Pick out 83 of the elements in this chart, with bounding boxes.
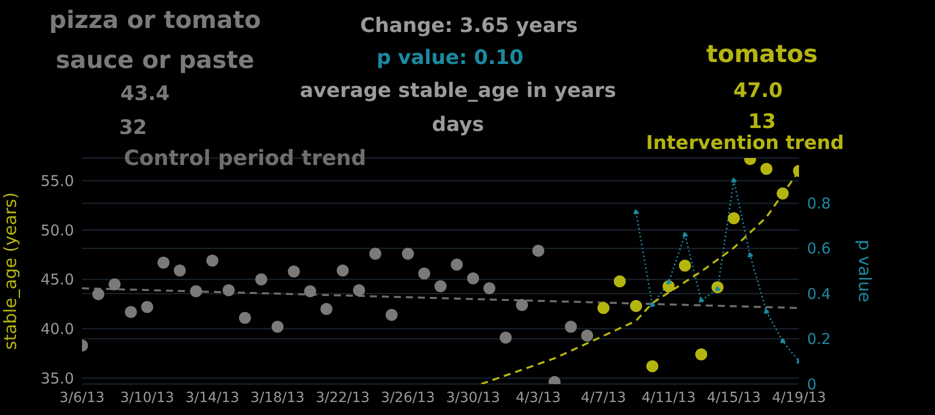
text: Control period trend (124, 146, 366, 170)
point (564, 320, 577, 333)
point (500, 332, 512, 344)
x-tick-label: 4/3/13 (516, 390, 561, 406)
point (402, 248, 414, 260)
point (666, 280, 672, 286)
x-tick-label: 4/15/13 (706, 390, 761, 406)
point (304, 285, 316, 298)
text: average stable_age in years (300, 78, 616, 102)
text: pizza or tomato sauce or paste (48, 5, 262, 76)
x-tick-label: 4/7/13 (580, 390, 626, 406)
point (764, 308, 770, 314)
point (698, 298, 704, 304)
point (174, 264, 186, 277)
y-axis-title: stable_age (years) (1, 192, 22, 350)
text: 47.0 (733, 78, 783, 102)
point (222, 284, 235, 296)
point (731, 178, 737, 184)
x-tick-label: 3/22/13 (316, 390, 370, 406)
point (633, 209, 639, 215)
point (190, 285, 202, 298)
point (320, 302, 332, 315)
point (614, 275, 626, 288)
y2-tick-label: 0.6 (807, 240, 831, 258)
text: Change: 3.65 years (360, 13, 578, 37)
text: p value: 0.10 (376, 45, 524, 69)
point (780, 338, 786, 344)
point (124, 306, 137, 318)
point (597, 302, 610, 314)
text: Intervention trend (646, 132, 844, 154)
y-tick-label: 35.0 (40, 369, 74, 388)
text: tomatos (706, 40, 818, 68)
point (386, 308, 398, 321)
point (467, 272, 480, 284)
x-tick-label: 3/26/13 (380, 390, 435, 406)
point (353, 284, 366, 296)
y2-axis-title: p value (854, 240, 874, 302)
point (418, 267, 430, 280)
y-tick-label: 50.0 (40, 221, 74, 240)
point (238, 312, 251, 324)
y-tick-label: 55.0 (40, 172, 74, 190)
point (141, 301, 154, 314)
point (646, 360, 658, 372)
point (650, 302, 656, 308)
point (288, 265, 300, 278)
point (516, 299, 528, 312)
point (532, 244, 544, 257)
x-tick-label: 3/30/13 (446, 390, 500, 406)
y-tick-label: 45.0 (40, 270, 74, 289)
point (255, 273, 268, 286)
y-tick-label: 40.0 (40, 320, 74, 338)
point (369, 248, 382, 260)
x-tick-label: 4/19/13 (772, 390, 826, 406)
point (695, 348, 708, 360)
x-tick-label: 4/11/13 (642, 390, 696, 406)
point (682, 232, 688, 238)
point (206, 254, 218, 267)
y2-tick-label: 0.4 (807, 284, 831, 303)
x-tick-label: 3/14/13 (185, 390, 240, 406)
point (581, 330, 594, 342)
point (728, 212, 740, 224)
point (483, 282, 496, 294)
point (776, 188, 789, 200)
text: 13 (748, 109, 776, 133)
point (272, 320, 284, 333)
point (678, 260, 691, 272)
x-tick-label: 3/18/13 (250, 390, 305, 406)
x-tick-label: 3/6/13 (59, 390, 105, 406)
point (434, 280, 446, 292)
x-tick-label: 3/10/13 (120, 390, 174, 406)
point (336, 264, 349, 277)
text: days (432, 112, 484, 136)
point (450, 258, 463, 271)
point (157, 256, 170, 269)
point (747, 252, 753, 258)
point (630, 300, 642, 312)
y2-tick-label: 0.2 (807, 330, 831, 348)
point (108, 278, 121, 290)
y2-tick-label: 0.8 (807, 194, 831, 213)
text: 32 (119, 115, 147, 139)
point (760, 162, 772, 175)
point (92, 288, 104, 300)
text: 43.4 (120, 81, 170, 105)
